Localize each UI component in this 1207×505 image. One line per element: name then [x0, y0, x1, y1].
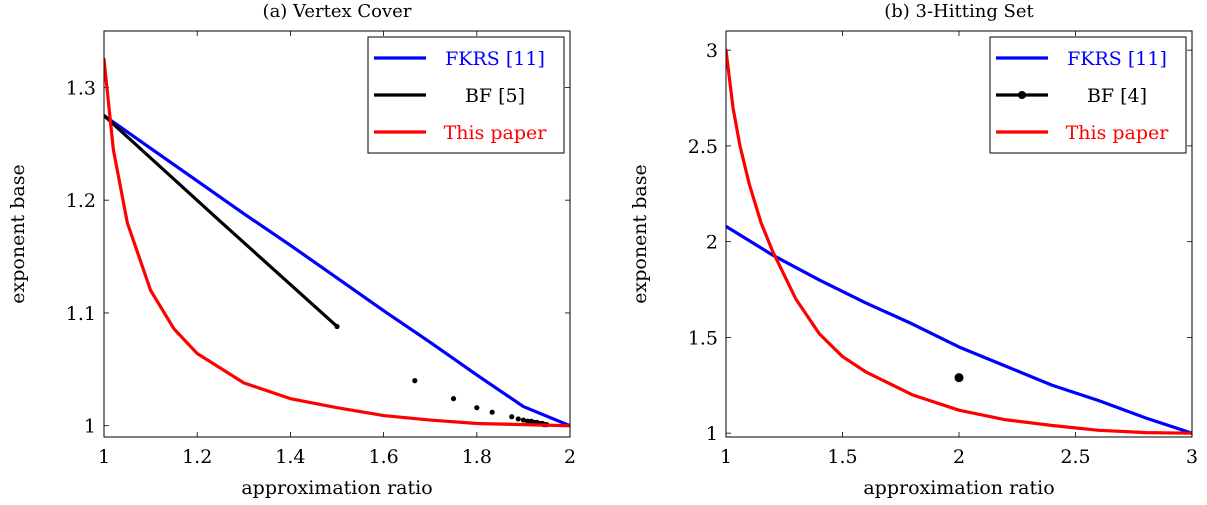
legend: FKRS [11] BF [5] This paper: [367, 36, 565, 154]
x-tick-label: 1: [720, 446, 732, 468]
x-tick-label: 2: [564, 446, 576, 468]
plot-area: [104, 57, 570, 428]
legend: FKRS [11] BF [4] This paper: [989, 36, 1187, 154]
legend-label: FKRS [11]: [445, 48, 545, 70]
series-point-1: [509, 414, 515, 420]
y-tick-label: 2.5: [688, 136, 718, 158]
series-point-1: [474, 405, 480, 411]
series-point-1: [515, 416, 521, 422]
legend-label: BF [5]: [465, 85, 525, 107]
y-tick-label: 1.2: [66, 190, 96, 212]
legend-label: BF [4]: [1087, 85, 1147, 107]
series-point-1: [412, 378, 418, 384]
x-axis-label: approximation ratio: [863, 477, 1054, 499]
series-point-1: [520, 417, 527, 423]
series-line-2: [726, 48, 1192, 435]
x-tick-label: 1.6: [368, 446, 398, 468]
y-tick-label: 1: [706, 423, 718, 445]
y-axis-label: exponent base: [7, 164, 29, 303]
series-point-1: [954, 373, 964, 383]
series-point-1: [334, 323, 340, 330]
y-tick-label: 1.5: [688, 327, 718, 349]
legend-label: This paper: [1066, 122, 1170, 144]
y-axis-label: exponent base: [629, 164, 651, 303]
series-line-0: [726, 224, 1192, 435]
chart-title: (b) 3-Hitting Set: [884, 1, 1034, 22]
chart-3-hitting-set: (b) 3-Hitting Set 1 1.5 2 2.5 3 1 1.5 2 2.5 3 appro…: [629, 1, 1198, 499]
series-line-2: [104, 57, 570, 428]
chart-vertex-cover: (a) Vertex Cover 1 1.2 1.4 1.6 1.8 2 1 1.1 1.2 1.3…: [7, 1, 576, 499]
legend-label: This paper: [444, 122, 548, 144]
series-point-1: [489, 409, 495, 415]
y-tick-label: 1.1: [66, 303, 96, 325]
y-tick-label: 3: [706, 40, 718, 62]
x-tick-label: 2: [953, 446, 965, 468]
y-tick-label: 2: [706, 232, 718, 254]
x-tick-label: 1: [98, 446, 110, 468]
series-line-1: [104, 113, 339, 329]
chart-title: (a) Vertex Cover: [263, 1, 412, 22]
y-tick-label: 1: [84, 416, 96, 438]
legend-label: FKRS [11]: [1067, 48, 1167, 70]
x-tick-label: 1.8: [462, 446, 492, 468]
legend-marker: [1018, 91, 1026, 99]
x-tick-label: 3: [1186, 446, 1198, 468]
x-tick-label: 1.2: [182, 446, 212, 468]
plot-frame: [103, 30, 571, 438]
series-point-1: [524, 418, 531, 424]
plot-area: [726, 48, 1192, 435]
plot-frame: [725, 30, 1193, 438]
series-point-1: [450, 396, 457, 402]
x-tick-label: 1.5: [827, 446, 857, 468]
series-line-0: [104, 113, 570, 428]
x-axis-label: approximation ratio: [241, 477, 432, 499]
x-tick-label: 2.5: [1060, 446, 1090, 468]
y-tick-label: 1.3: [66, 77, 96, 99]
x-tick-label: 1.4: [275, 446, 305, 468]
